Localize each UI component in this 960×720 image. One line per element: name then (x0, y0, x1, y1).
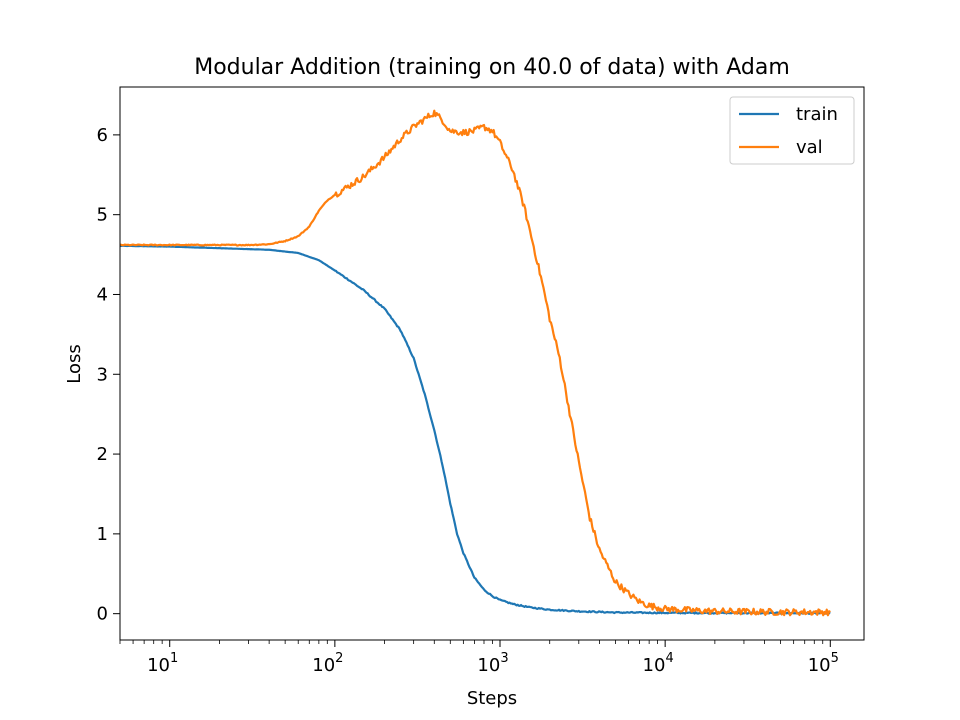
legend: train val (729, 96, 855, 165)
legend-val-label: val (796, 137, 823, 158)
y-tick-label: 1 (97, 524, 108, 545)
y-axis-label: Loss (64, 344, 85, 383)
y-tick-label: 6 (97, 125, 108, 146)
y-tick-label: 5 (97, 205, 108, 226)
y-tick-label: 3 (97, 364, 108, 385)
plot-frame (119, 86, 865, 641)
series-train-line (120, 244, 831, 615)
x-axis-label: Steps (467, 688, 517, 709)
series-layer (120, 109, 831, 617)
series-val-line (120, 109, 831, 617)
y-axis: 0 1 2 3 4 5 6 (97, 125, 120, 625)
y-tick-label: 2 (97, 444, 108, 465)
y-tick-label: 0 (97, 604, 108, 625)
plot-area (119, 86, 865, 641)
chart-title: Modular Addition (training on 40.0 of da… (194, 55, 790, 80)
y-tick-label: 4 (97, 284, 108, 305)
legend-train-label: train (796, 104, 838, 125)
